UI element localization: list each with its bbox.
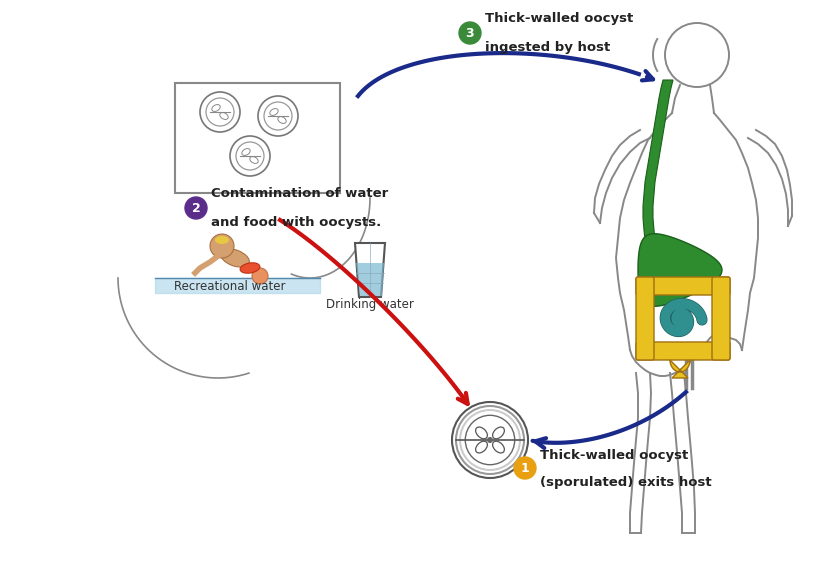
Circle shape	[210, 234, 234, 258]
Text: ingested by host: ingested by host	[485, 41, 610, 54]
Text: 1: 1	[520, 462, 529, 475]
Circle shape	[487, 437, 493, 443]
FancyBboxPatch shape	[712, 277, 730, 360]
FancyBboxPatch shape	[636, 277, 730, 295]
Text: (sporulated) exits host: (sporulated) exits host	[540, 476, 712, 489]
Circle shape	[459, 22, 481, 44]
Text: 2: 2	[192, 202, 201, 215]
Text: Recreational water: Recreational water	[174, 280, 286, 293]
Polygon shape	[638, 233, 722, 306]
FancyBboxPatch shape	[636, 277, 654, 360]
Text: Thick-walled oocyst: Thick-walled oocyst	[485, 12, 633, 25]
Polygon shape	[643, 80, 673, 250]
Polygon shape	[670, 360, 690, 378]
Text: Drinking water: Drinking water	[326, 298, 414, 311]
Text: and food with oocysts.: and food with oocysts.	[211, 216, 381, 229]
Text: Contamination of water: Contamination of water	[211, 187, 388, 200]
Polygon shape	[356, 263, 384, 296]
Text: 3: 3	[466, 26, 474, 39]
Text: Thick-walled oocyst: Thick-walled oocyst	[540, 449, 688, 462]
FancyBboxPatch shape	[175, 83, 340, 193]
FancyBboxPatch shape	[636, 342, 730, 360]
Circle shape	[185, 197, 207, 219]
Circle shape	[252, 268, 268, 284]
Ellipse shape	[215, 236, 229, 244]
Polygon shape	[355, 243, 385, 297]
Circle shape	[514, 457, 536, 479]
Ellipse shape	[240, 263, 260, 273]
Ellipse shape	[220, 249, 249, 267]
